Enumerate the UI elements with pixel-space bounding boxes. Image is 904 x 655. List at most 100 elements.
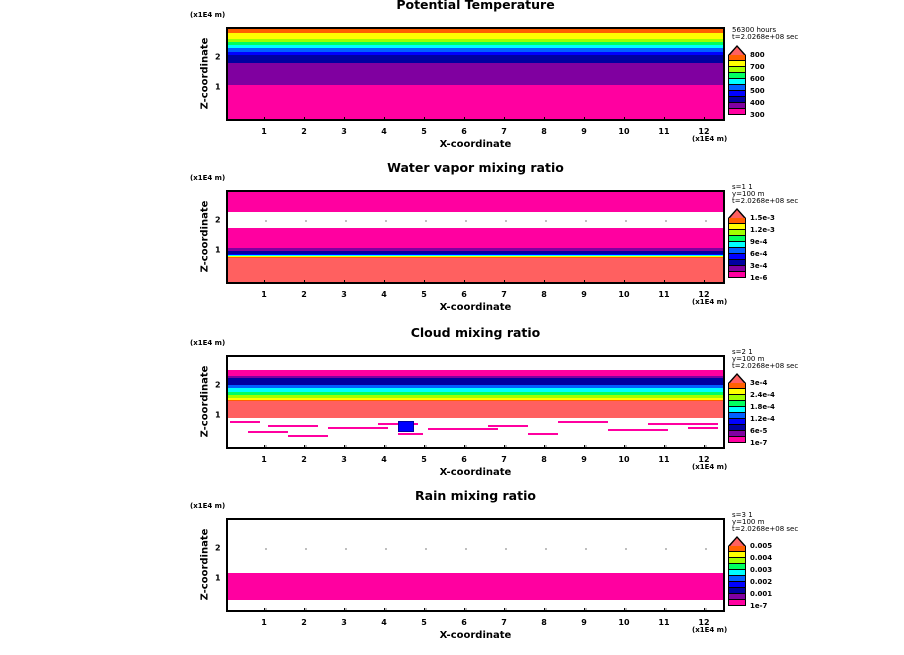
- colorbar-label: 500: [750, 87, 765, 95]
- contour-band: [228, 256, 723, 257]
- x-tick-label: 5: [421, 127, 427, 136]
- colorbar-box: [728, 85, 746, 91]
- colorbar-label: 800: [750, 51, 765, 59]
- x-tick: [544, 280, 545, 284]
- colorbar-label: 1e-7: [750, 602, 768, 610]
- x-tick-label: 7: [501, 127, 507, 136]
- time-info: s=1 1 y=100 m t=2.0268e+08 sec: [732, 183, 799, 205]
- chart-title: Potential Temperature: [396, 0, 555, 12]
- colorbar-label: 0.004: [750, 554, 773, 562]
- y-unit-label: (x1E4 m): [190, 11, 226, 19]
- colorbar-label: 3e-4: [750, 379, 768, 387]
- contour-band: [228, 573, 723, 600]
- plot-area: [226, 518, 725, 612]
- colorbar-box: [728, 576, 746, 582]
- y-tick-label: 1: [215, 82, 221, 92]
- contour-band: [228, 254, 723, 255]
- x-unit-label: (x1E4 m): [692, 298, 728, 306]
- colorbar-label: 9e-4: [750, 238, 768, 246]
- contour-band: [228, 398, 723, 400]
- x-tick: [304, 608, 305, 612]
- x-tick-label: 12: [698, 618, 710, 627]
- y-unit-label: (x1E4 m): [190, 502, 226, 510]
- x-tick-label: 2: [301, 127, 307, 136]
- contour-band: [228, 48, 723, 52]
- y-axis-title: Z-coordinate: [199, 200, 211, 273]
- cloud-speck: [488, 425, 528, 427]
- colorbar-box: [728, 546, 746, 552]
- colorbar-box: [728, 248, 746, 254]
- x-tick-label: 9: [581, 127, 587, 136]
- contour-band: [228, 400, 723, 401]
- y-unit-label: (x1E4 m): [190, 339, 226, 347]
- contour-band: [228, 258, 723, 282]
- x-tick-label: 9: [581, 290, 587, 299]
- colorbar-box: [728, 425, 746, 431]
- colorbar-label: 600: [750, 75, 765, 83]
- chart-panel: Potential Temperature (x1E4 m) 1 2 3 4 5 6 7 8 9 10…: [0, 0, 904, 164]
- x-tick: [704, 608, 705, 612]
- x-axis-title: X-coordinate: [439, 302, 512, 313]
- contour-band: [228, 192, 723, 212]
- x-tick: [264, 445, 265, 449]
- x-tick-label: 4: [381, 618, 387, 627]
- cloud-speck: [558, 421, 608, 423]
- cloud-speck: [248, 431, 288, 433]
- x-tick-label: 8: [541, 127, 547, 136]
- x-tick: [504, 445, 505, 449]
- x-tick-label: 4: [381, 127, 387, 136]
- colorbar-box: [728, 401, 746, 407]
- colorbar-box: [728, 407, 746, 413]
- x-tick-label: 5: [421, 455, 427, 464]
- cloud-speck: [230, 421, 260, 423]
- colorbar-label: 300: [750, 111, 765, 119]
- x-tick: [704, 280, 705, 284]
- contour-band: [228, 39, 723, 42]
- x-tick: [304, 280, 305, 284]
- colorbar-box: [728, 594, 746, 600]
- colorbar-box: [728, 588, 746, 594]
- x-tick: [584, 117, 585, 121]
- x-tick-label: 5: [421, 290, 427, 299]
- colorbar-label: 0.003: [750, 566, 773, 574]
- colorbar-box: [728, 73, 746, 79]
- contour-band: [228, 228, 723, 248]
- colorbar-label: 0.005: [750, 542, 773, 550]
- colorbar-label: 6e-4: [750, 250, 768, 258]
- x-tick: [504, 608, 505, 612]
- x-tick: [424, 608, 425, 612]
- colorbar-label: 1.2e-4: [750, 415, 775, 423]
- x-tick-label: 3: [341, 618, 347, 627]
- colorbar-label: 400: [750, 99, 765, 107]
- x-tick: [504, 117, 505, 121]
- contour-band: [228, 255, 723, 256]
- x-tick-label: 8: [541, 455, 547, 464]
- x-tick: [304, 117, 305, 121]
- x-tick: [704, 117, 705, 121]
- x-tick-label: 12: [698, 455, 710, 464]
- contour-band: [228, 257, 723, 258]
- colorbar: [728, 208, 746, 278]
- colorbar-box: [728, 383, 746, 389]
- colorbar-box: [728, 55, 746, 61]
- x-tick-label: 10: [618, 618, 630, 627]
- colorbar-box: [728, 242, 746, 248]
- colorbar-box: [728, 272, 746, 278]
- x-tick-label: 4: [381, 290, 387, 299]
- colorbar-box: [728, 389, 746, 395]
- colorbar-box: [728, 67, 746, 73]
- chart-title: Rain mixing ratio: [415, 488, 536, 503]
- colorbar-box: [728, 419, 746, 425]
- contour-band: [228, 395, 723, 398]
- colorbar-arrow-icon: [728, 373, 746, 383]
- colorbar-box: [728, 437, 746, 443]
- y-axis-title: Z-coordinate: [199, 365, 211, 438]
- x-tick-label: 6: [461, 618, 467, 627]
- x-tick-label: 6: [461, 290, 467, 299]
- x-tick-label: 2: [301, 455, 307, 464]
- x-tick-label: 1: [261, 127, 267, 136]
- chart-title: Cloud mixing ratio: [410, 325, 541, 340]
- x-tick-label: 1: [261, 455, 267, 464]
- x-tick: [584, 280, 585, 284]
- y-tick-label: 1: [215, 573, 221, 583]
